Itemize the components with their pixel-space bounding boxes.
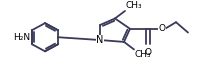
Text: H₂N: H₂N [13, 33, 30, 42]
Text: O: O [159, 24, 166, 33]
Text: CH₃: CH₃ [135, 50, 152, 59]
Text: CH₃: CH₃ [126, 1, 143, 10]
Text: N: N [96, 35, 104, 45]
Text: O: O [145, 48, 151, 57]
